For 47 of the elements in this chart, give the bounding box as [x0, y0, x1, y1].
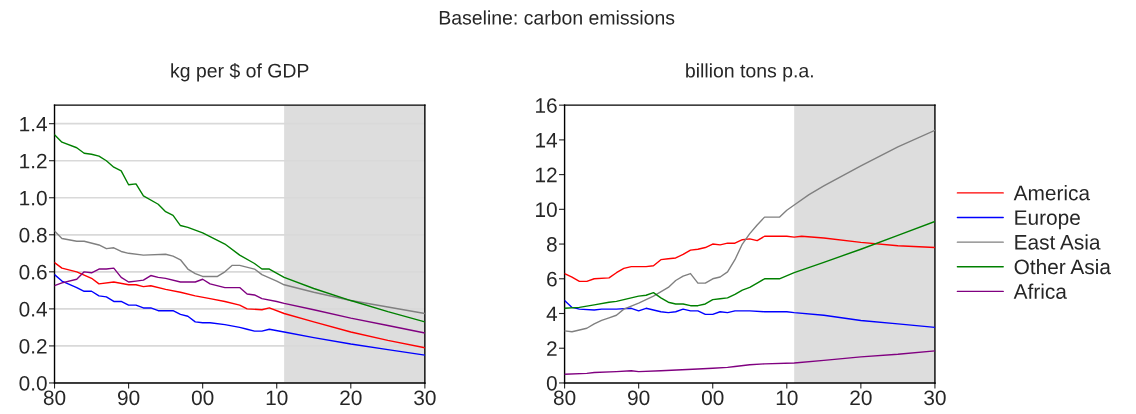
line-series	[54, 261, 425, 349]
y-tick-label: 10	[536, 202, 557, 218]
legend-label: America	[1013, 185, 1091, 201]
x-tick-label: 90	[117, 390, 140, 406]
y-tick-label: 4	[546, 306, 558, 322]
y-tick-label: 14	[536, 133, 558, 148]
x-tick-label: 10	[776, 390, 798, 406]
x-tick-label: 00	[191, 390, 214, 406]
x-tick-label: 20	[340, 390, 362, 406]
y-tick-label: 0.2	[19, 338, 47, 354]
line-series	[54, 134, 425, 323]
line-series	[54, 273, 425, 356]
line-series	[564, 129, 935, 333]
legend-label: Africa	[1013, 283, 1067, 299]
y-tick-label: 6	[547, 271, 557, 287]
line-series	[564, 350, 935, 375]
y-tick-label: 1.0	[20, 190, 47, 206]
y-tick-label: 1.4	[20, 116, 47, 132]
y-tick-label: 0.8	[19, 227, 47, 243]
y-tick-label: 12	[536, 167, 557, 183]
chart-subtitle: kg per $ of GDP	[171, 62, 309, 82]
x-tick-label: 10	[266, 390, 288, 406]
x-tick-label: 80	[553, 390, 576, 406]
line-series	[564, 220, 935, 309]
line-series	[564, 299, 935, 329]
chart-subtitle: billion tons p.a.	[686, 63, 813, 82]
y-tick-label: 16	[536, 98, 557, 113]
text: Baseline: carbon emissions	[439, 10, 675, 25]
legend-label: Europe	[1015, 210, 1080, 230]
line-series	[54, 267, 425, 334]
y-tick-label: 1.2	[20, 153, 47, 169]
y-tick-label: 0	[546, 375, 557, 391]
y-tick-label: 0.6	[19, 264, 47, 280]
x-tick-label: 30	[414, 390, 436, 406]
legend-label: Other Asia	[1014, 258, 1111, 275]
x-tick-label: 30	[924, 390, 946, 406]
y-tick-label: 2	[547, 341, 557, 356]
y-tick-label: 0.0	[19, 375, 47, 391]
line-series	[54, 230, 425, 315]
x-tick-label: 90	[628, 390, 650, 406]
x-tick-label: 80	[43, 390, 66, 406]
x-tick-label: 20	[850, 390, 872, 406]
legend-label: East Asia	[1015, 234, 1101, 250]
line-series	[564, 235, 935, 283]
y-tick-label: 8	[546, 237, 557, 252]
x-tick-label: 00	[701, 390, 724, 406]
y-tick-label: 0.4	[19, 301, 47, 317]
